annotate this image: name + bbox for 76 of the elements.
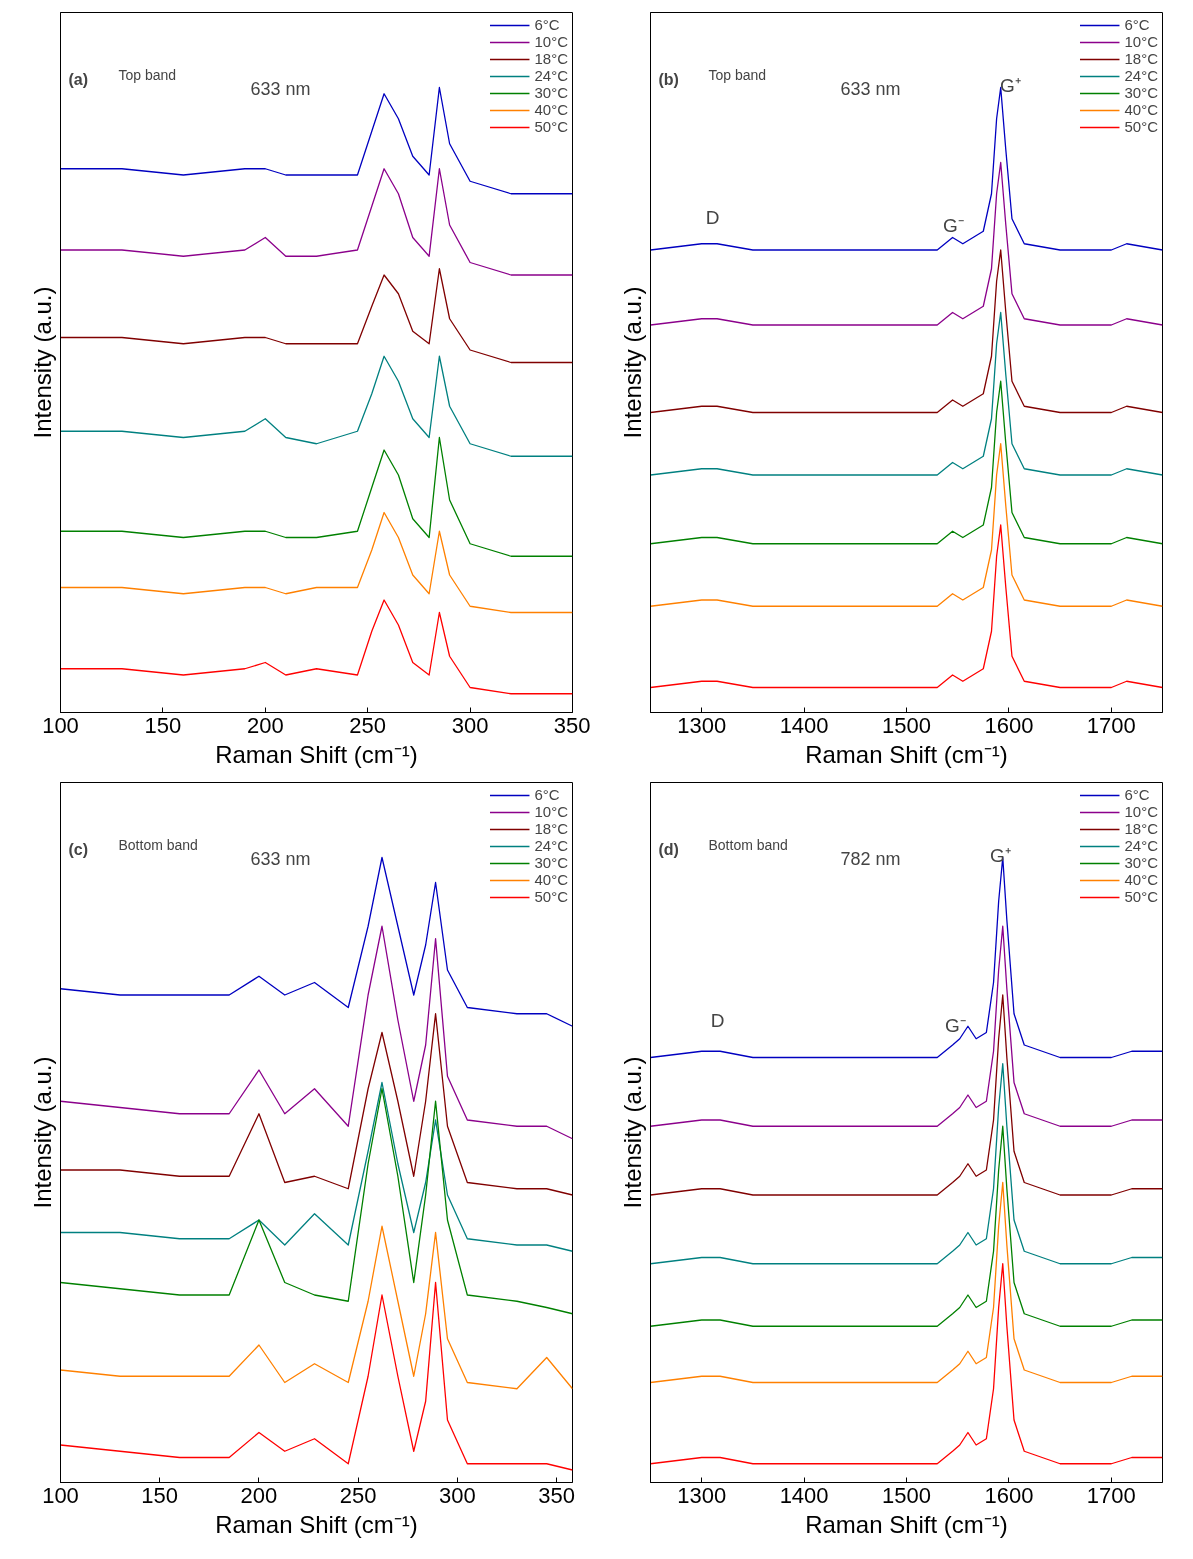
legend-label: 40°C — [1124, 101, 1158, 118]
legend-label: 18°C — [534, 820, 568, 837]
legend-label: 40°C — [1124, 871, 1158, 888]
annotation: 633 nm — [250, 78, 311, 99]
annotation: G⁻ — [943, 214, 964, 236]
legend-label: 40°C — [534, 871, 568, 888]
legend-label: 30°C — [1124, 854, 1158, 871]
y-axis-title: Intensity (a.u.) — [28, 286, 56, 439]
x-tick-label: 250 — [349, 712, 387, 738]
x-tick-label: 1400 — [779, 1482, 829, 1508]
annotation: (d) — [658, 840, 679, 858]
x-tick-label: 1500 — [882, 1482, 931, 1508]
x-axis-title: Raman Shift (cm⁻¹) — [215, 740, 418, 768]
x-tick-label: 300 — [439, 1482, 476, 1508]
x-tick-label: 100 — [42, 1482, 79, 1508]
legend-label: 40°C — [534, 101, 568, 118]
x-tick-label: 200 — [246, 712, 284, 738]
text: Bottom band — [118, 836, 198, 853]
x-tick-label: 150 — [144, 712, 182, 738]
annotation: (b) — [658, 70, 679, 88]
text: Top band — [118, 66, 177, 83]
y-axis-title: Intensity (a.u.) — [618, 1056, 646, 1209]
legend-label: 50°C — [1124, 888, 1158, 905]
x-tick-label: 100 — [42, 712, 79, 738]
x-tick-label: 350 — [553, 712, 591, 738]
x-tick-label: 1600 — [984, 712, 1034, 738]
x-axis-title: Raman Shift (cm⁻¹) — [805, 1510, 1008, 1538]
legend-label: 10°C — [1124, 33, 1158, 50]
annotation: 633 nm — [840, 78, 901, 99]
legend-label: 24°C — [1124, 837, 1158, 854]
text: Top band — [708, 66, 767, 83]
x-tick-label: 1300 — [677, 712, 727, 738]
x-tick-label: 200 — [240, 1482, 278, 1508]
legend-label: 10°C — [1124, 803, 1158, 820]
legend-label: 18°C — [1124, 820, 1158, 837]
legend-label: 24°C — [1124, 67, 1158, 84]
annotation: G⁺ — [990, 844, 1011, 866]
legend-label: 6°C — [1124, 786, 1150, 803]
legend-label: 24°C — [534, 837, 568, 854]
legend-label: 10°C — [534, 33, 568, 50]
annotation: D — [705, 206, 720, 228]
x-tick-label: 1300 — [677, 1482, 727, 1508]
text: Bottom band — [708, 836, 788, 853]
y-axis-title: Intensity (a.u.) — [28, 1056, 56, 1209]
legend-label: 6°C — [1124, 16, 1150, 33]
annotation: 633 nm — [250, 848, 311, 869]
x-tick-label: 1600 — [984, 1482, 1034, 1508]
legend-label: 10°C — [534, 803, 568, 820]
y-axis-title: Intensity (a.u.) — [618, 286, 646, 439]
legend-label: 30°C — [534, 854, 568, 871]
annotation: G⁺ — [1000, 74, 1021, 96]
x-tick-label: 1500 — [882, 712, 931, 738]
annotation: D — [710, 1009, 725, 1031]
x-tick-label: 1400 — [779, 712, 829, 738]
annotation: G⁻ — [945, 1014, 966, 1036]
legend-label: 30°C — [1124, 84, 1158, 101]
x-tick-label: 150 — [141, 1482, 179, 1508]
legend-label: 50°C — [534, 888, 568, 905]
legend-label: 18°C — [1124, 50, 1158, 67]
legend-label: 18°C — [534, 50, 568, 67]
annotation: (a) — [68, 70, 89, 88]
x-tick-label: 250 — [339, 1482, 377, 1508]
legend-label: 50°C — [1124, 118, 1158, 135]
legend-label: 6°C — [534, 786, 560, 803]
x-axis-title: Raman Shift (cm⁻¹) — [215, 1510, 418, 1538]
x-tick-label: 350 — [538, 1482, 575, 1508]
legend-label: 24°C — [534, 67, 568, 84]
legend-label: 6°C — [534, 16, 560, 33]
x-axis-title: Raman Shift (cm⁻¹) — [805, 740, 1008, 768]
legend-label: 50°C — [534, 118, 568, 135]
x-tick-label: 1700 — [1086, 712, 1136, 738]
x-tick-label: 300 — [451, 712, 489, 738]
annotation: 782 nm — [840, 848, 901, 869]
x-tick-label: 1700 — [1086, 1482, 1136, 1508]
annotation: (c) — [68, 840, 89, 858]
legend-label: 30°C — [534, 84, 568, 101]
